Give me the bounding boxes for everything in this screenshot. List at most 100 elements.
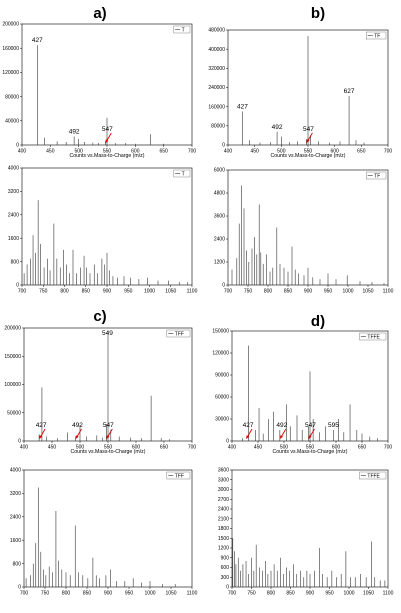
y-tick-label: 2400 (8, 213, 19, 219)
y-tick-label: 0 (16, 143, 19, 149)
x-tick-label: 800 (62, 591, 71, 597)
y-tick-label: 120000 (212, 351, 229, 357)
peak-label: 547 (305, 422, 316, 429)
y-tick-label: 3300 (218, 477, 229, 483)
y-tick-label: 3200 (8, 189, 19, 195)
legend (366, 31, 387, 40)
y-tick-label: 160000 (208, 104, 225, 110)
y-tick-label: 150000 (212, 329, 229, 335)
arrow-head (105, 139, 109, 143)
x-tick-label: 900 (103, 289, 112, 295)
x-tick-label: 600 (131, 149, 140, 155)
x-tick-label: 450 (46, 149, 55, 155)
peak-label: 492 (72, 422, 83, 429)
x-tick-label: 600 (330, 149, 339, 155)
y-tick-label: 240000 (208, 85, 225, 91)
x-axis-label: Counts vs.Mass-to-Charge (m/z) (71, 449, 146, 455)
peak-label: 627 (344, 88, 355, 95)
x-tick-label: 500 (280, 445, 289, 451)
x-tick-label: 850 (284, 289, 293, 295)
y-tick-label: 90000 (215, 373, 229, 379)
x-tick-label: 600 (132, 445, 141, 451)
x-axis-label: Counts vs.Mass-to-Charge (m/z) (70, 153, 145, 159)
x-tick-label: 450 (250, 149, 259, 155)
x-tick-label: 400 (224, 149, 233, 155)
chart-d-bottom: 700 750 800 850 900 950 1000 1050 1100 0 300 600 900… (218, 468, 394, 597)
legend (359, 471, 387, 480)
y-tick-label: 1500 (218, 536, 229, 542)
y-tick-label: 0 (226, 439, 229, 445)
arrow-head (279, 435, 284, 439)
chart-a-bottom: 700 750 800 850 900 950 1000 1050 1100 0 800 1600 24… (8, 166, 198, 295)
x-tick-label: 700 (18, 289, 27, 295)
x-tick-label: 500 (277, 149, 286, 155)
x-tick-label: 400 (18, 149, 27, 155)
x-tick-label: 450 (254, 445, 263, 451)
arrow-head (308, 435, 312, 439)
x-tick-label: 1000 (342, 289, 353, 295)
y-tick-label: 200000 (2, 22, 19, 28)
y-tick-label: 0 (222, 143, 225, 149)
x-tick-label: 450 (48, 445, 57, 451)
chart-a-top: a) 400 450 500 550 600 650 700 0 40000 80000 120000… (2, 5, 196, 159)
y-tick-label: 600 (221, 565, 230, 571)
peak-label: 549 (102, 330, 113, 337)
y-tick-label: 0 (18, 585, 21, 591)
x-tick-label: 750 (247, 591, 256, 597)
y-tick-label: 3000 (218, 487, 229, 493)
x-tick-label: 500 (74, 149, 83, 155)
x-tick-label: 700 (20, 591, 29, 597)
peak-label: 427 (237, 103, 248, 110)
y-tick-label: 800 (11, 259, 20, 265)
peak-label: 547 (103, 422, 114, 429)
x-tick-label: 900 (304, 289, 313, 295)
x-tick-label: 950 (325, 591, 334, 597)
y-tick-label: 400000 (208, 47, 225, 53)
x-tick-label: 650 (357, 149, 366, 155)
x-tick-label: 800 (267, 591, 276, 597)
chart-c-top: c) 400 450 500 550 600 650 700 0 50000 100000 15000… (4, 308, 196, 455)
y-tick-label: 300 (221, 575, 230, 581)
y-tick-label: 2400 (214, 237, 225, 243)
legend (173, 25, 191, 34)
y-tick-label: 900 (221, 555, 230, 561)
peak-label: 427 (32, 37, 43, 44)
y-tick-label: 30000 (215, 417, 229, 423)
legend-label: TFF (175, 331, 184, 337)
y-tick-label: 3600 (214, 214, 225, 220)
x-tick-label: 1100 (187, 289, 198, 295)
y-tick-label: 0 (18, 439, 21, 445)
arrow-head (246, 435, 250, 439)
x-tick-label: 550 (306, 445, 315, 451)
peak-label: 427 (36, 422, 47, 429)
x-tick-label: 650 (160, 445, 169, 451)
x-tick-label: 800 (60, 289, 69, 295)
x-tick-label: 700 (188, 445, 197, 451)
peak-label: 547 (303, 126, 314, 133)
arrow-head (75, 435, 79, 439)
x-axis-label: Counts vs.Mass-to-Charge (m/z) (273, 449, 348, 455)
x-tick-label: 700 (224, 289, 233, 295)
chart-b-bottom: 700 750 800 850 900 950 1000 1050 1100 0 1200 2400 3… (214, 168, 394, 295)
x-tick-label: 500 (76, 445, 85, 451)
panel-letter: d) (311, 313, 325, 330)
x-tick-label: 550 (304, 149, 313, 155)
x-tick-label: 1000 (144, 289, 155, 295)
panel-letter: b) (311, 5, 325, 22)
y-tick-label: 40000 (5, 119, 19, 125)
x-tick-label: 750 (41, 591, 50, 597)
y-tick-label: 4000 (8, 166, 19, 172)
peak-label: 427 (243, 422, 254, 429)
arrow-head (306, 139, 310, 143)
arrow-head (39, 435, 43, 439)
y-tick-label: 0 (222, 283, 225, 289)
x-tick-label: 650 (358, 445, 367, 451)
y-tick-label: 4800 (214, 191, 225, 197)
y-tick-label: 1200 (218, 546, 229, 552)
y-tick-label: 1200 (214, 260, 225, 266)
x-tick-label: 1000 (343, 591, 354, 597)
y-tick-label: 50000 (7, 410, 21, 416)
peak-label: 595 (328, 422, 339, 429)
x-tick-label: 1100 (383, 591, 394, 597)
x-tick-label: 950 (125, 591, 134, 597)
